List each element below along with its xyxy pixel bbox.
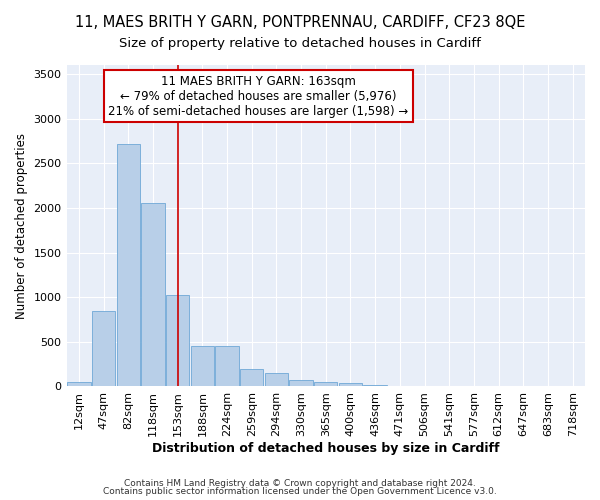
Bar [215,346,239,387]
Bar [92,310,115,386]
Text: Size of property relative to detached houses in Cardiff: Size of property relative to detached ho… [119,38,481,51]
Bar [265,372,288,386]
Bar [289,380,313,386]
Y-axis label: Number of detached properties: Number of detached properties [15,132,28,318]
Bar [191,346,214,387]
X-axis label: Distribution of detached houses by size in Cardiff: Distribution of detached houses by size … [152,442,500,455]
Text: 11, MAES BRITH Y GARN, PONTPRENNAU, CARDIFF, CF23 8QE: 11, MAES BRITH Y GARN, PONTPRENNAU, CARD… [75,15,525,30]
Bar [116,144,140,386]
Bar [364,384,387,386]
Bar [339,384,362,386]
Bar [240,368,263,386]
Bar [314,382,337,386]
Text: 11 MAES BRITH Y GARN: 163sqm
← 79% of detached houses are smaller (5,976)
21% of: 11 MAES BRITH Y GARN: 163sqm ← 79% of de… [108,74,409,118]
Bar [141,202,164,386]
Bar [67,382,91,386]
Text: Contains public sector information licensed under the Open Government Licence v3: Contains public sector information licen… [103,487,497,496]
Bar [166,296,190,386]
Text: Contains HM Land Registry data © Crown copyright and database right 2024.: Contains HM Land Registry data © Crown c… [124,478,476,488]
